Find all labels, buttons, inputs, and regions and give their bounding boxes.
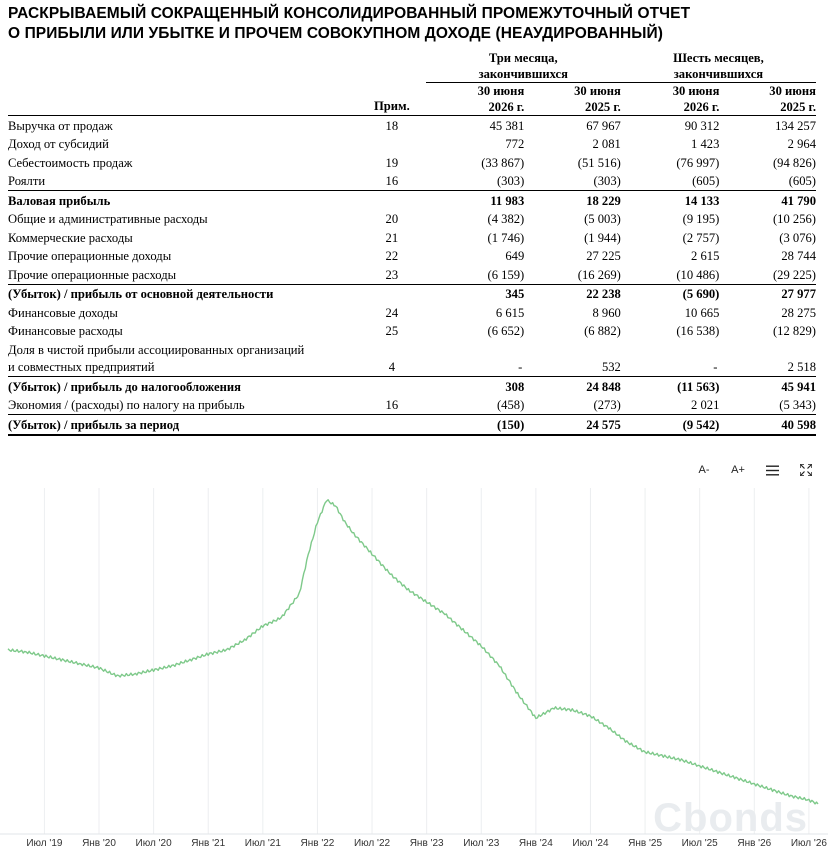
row-cost-of-sales: Себестоимость продаж 19 (33 867) (51 516…	[8, 155, 816, 170]
x-tick-label: Янв '26	[737, 838, 771, 849]
header-date-col-1: 30 июня 2026 г.	[425, 82, 525, 116]
x-tick-label: Янв '21	[191, 838, 225, 849]
series-line[interactable]	[7, 499, 819, 805]
header-note: Прим.	[357, 82, 426, 116]
header-six-months-line1: Шесть месяцев,	[673, 51, 764, 65]
header-three-months-line1: Три месяца,	[488, 51, 558, 65]
header-row-dates: Прим. 30 июня 2026 г. 30 июня 2025 г. 30…	[8, 82, 816, 116]
x-tick-label: Июл '22	[354, 838, 391, 849]
row-general-admin-expenses: Общие и административные расходы 20 (4 3…	[8, 212, 816, 226]
x-tick-label: Июл '24	[572, 838, 609, 849]
header-date-col-4: 30 июня 2025 г.	[719, 82, 816, 116]
header-three-months-line2: закончившихся	[478, 67, 568, 81]
report-title-line-2: О ПРИБЫЛИ ИЛИ УБЫТКЕ И ПРОЧЕМ СОВОКУПНОМ…	[8, 25, 664, 42]
row-other-operating-income: Прочие операционные доходы 22 649 27 225…	[8, 249, 816, 263]
row-finance-expenses: Финансовые расходы 25 (6 652) (6 882) (1…	[8, 324, 816, 338]
row-gross-profit: Валовая прибыль 11 983 18 229 14 133 41 …	[8, 190, 816, 210]
header-six-months-line2: закончившихся	[673, 67, 764, 81]
header-three-months: Три месяца, закончившихся	[425, 50, 621, 83]
header-row-groups: Три месяца, закончившихся Шесть месяцев,…	[8, 50, 816, 83]
row-operating-profit: (Убыток) / прибыль от основной деятельно…	[8, 283, 816, 303]
row-share-of-associates: Доля в чистой прибыли ассоциированных ор…	[8, 340, 816, 377]
x-tick-label: Янв '22	[301, 838, 335, 849]
income-statement-table: Три месяца, закончившихся Шесть месяцев,…	[8, 50, 816, 436]
financial-report: РАСКРЫВАЕМЫЙ СОКРАЩЕННЫЙ КОНСОЛИДИРОВАНН…	[8, 4, 818, 436]
line-chart-svg[interactable]: Июл '19 Янв '20 Июл '20 Янв '21 Июл '21 Янв '…	[0, 452, 828, 864]
cbonds-watermark: Cbonds	[653, 796, 808, 840]
header-six-months: Шесть месяцев, закончившихся	[620, 50, 816, 83]
hamburger-menu-icon[interactable]	[756, 458, 788, 482]
price-chart: Июл '19 Янв '20 Июл '20 Янв '21 Июл '21 Янв '…	[0, 452, 828, 864]
row-profit-before-tax: (Убыток) / прибыль до налогообложения 30…	[8, 376, 816, 396]
row-share-of-associates-label: Доля в чистой прибыли ассоциированных ор…	[8, 343, 305, 374]
x-tick-label: Янв '25	[628, 838, 662, 849]
fullscreen-icon[interactable]	[790, 458, 822, 482]
x-tick-label: Июл '19	[26, 838, 63, 849]
x-tick-label: Июл '25	[682, 838, 719, 849]
report-title-line-1: РАСКРЫВАЕМЫЙ СОКРАЩЕННЫЙ КОНСОЛИДИРОВАНН…	[8, 5, 691, 22]
row-finance-income: Финансовые доходы 24 6 615 8 960 10 665 …	[8, 305, 816, 320]
x-tick-label: Июл '21	[245, 838, 282, 849]
x-tick-label: Июл '23	[463, 838, 500, 849]
header-date-col-2: 30 июня 2025 г.	[524, 82, 621, 116]
row-profit-for-period: (Убыток) / прибыль за период (150) 24 57…	[8, 414, 816, 436]
row-selling-expenses: Коммерческие расходы 21 (1 746) (1 944) …	[8, 230, 816, 245]
row-revenue: Выручка от продаж 18 45 381 67 967 90 31…	[8, 118, 816, 133]
x-tick-label: Июл '20	[136, 838, 173, 849]
row-royalty: Роялти 16 (303) (303) (605) (605)	[8, 174, 816, 188]
report-title: РАСКРЫВАЕМЫЙ СОКРАЩЕННЫЙ КОНСОЛИДИРОВАНН…	[8, 4, 818, 44]
row-income-tax: Экономия / (расходы) по налогу на прибыл…	[8, 398, 816, 412]
chart-toolbar: A- A+	[688, 458, 822, 482]
font-decrease-button[interactable]: A-	[698, 464, 710, 476]
row-other-operating-expenses: Прочие операционные расходы 23 (6 159) (…	[8, 267, 816, 282]
x-tick-label: Янв '20	[82, 838, 116, 849]
font-increase-button[interactable]: A+	[731, 464, 745, 476]
x-tick-label: Янв '24	[519, 838, 553, 849]
x-tick-label: Янв '23	[410, 838, 444, 849]
row-subsidy-income: Доход от субсидий 772 2 081 1 423 2 964	[8, 137, 816, 151]
x-tick-label: Июл '26	[791, 838, 828, 849]
header-date-col-3: 30 июня 2026 г.	[620, 82, 720, 116]
